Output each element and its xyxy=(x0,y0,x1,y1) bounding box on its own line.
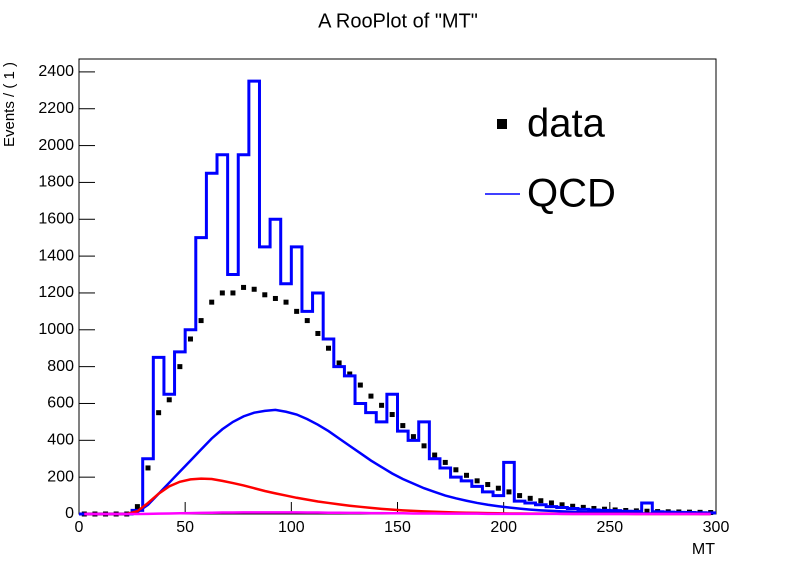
y-tick-label: 400 xyxy=(47,432,74,449)
data-point xyxy=(464,472,470,478)
data-point xyxy=(177,364,183,370)
data-point xyxy=(166,397,172,403)
data-point xyxy=(209,299,215,305)
y-tick-label: 800 xyxy=(47,358,74,375)
data-point xyxy=(336,360,342,366)
x-tick-label: 200 xyxy=(490,519,517,536)
data-point xyxy=(559,502,565,508)
data-point xyxy=(241,284,247,290)
data-point xyxy=(198,318,204,324)
data-point xyxy=(538,498,544,504)
data-point xyxy=(485,482,491,488)
data-point xyxy=(474,478,480,484)
chart-title: A RooPlot of "MT" xyxy=(318,10,478,32)
data-point xyxy=(251,286,257,292)
data-point xyxy=(506,489,512,495)
y-tick-label: 2200 xyxy=(38,100,74,117)
data-point xyxy=(442,459,448,465)
data-point xyxy=(272,295,278,301)
data-point xyxy=(527,495,533,501)
y-tick-label: 1200 xyxy=(38,284,74,301)
data-point xyxy=(580,504,586,510)
data-point xyxy=(262,292,268,298)
y-tick-label: 1400 xyxy=(38,247,74,264)
data-point xyxy=(389,412,395,418)
data-point xyxy=(156,410,162,416)
data-point xyxy=(347,371,353,377)
data-point xyxy=(432,452,438,458)
data-point xyxy=(219,290,225,296)
y-tick-label: 1800 xyxy=(38,174,74,191)
legend-label: data xyxy=(527,102,606,146)
data-point xyxy=(644,508,650,514)
x-axis-label: MT xyxy=(692,541,715,558)
y-tick-label: 600 xyxy=(47,395,74,412)
x-tick-label: 300 xyxy=(703,519,730,536)
data-point xyxy=(495,485,501,491)
data-point xyxy=(410,434,416,440)
data-point xyxy=(230,290,236,296)
data-point xyxy=(294,308,300,314)
data-point xyxy=(145,465,151,471)
y-tick-label: 1600 xyxy=(38,210,74,227)
data-point xyxy=(304,318,310,324)
data-point xyxy=(548,500,554,506)
data-point xyxy=(379,402,385,408)
x-tick-label: 0 xyxy=(75,519,84,536)
x-tick-label: 150 xyxy=(384,519,411,536)
data-point xyxy=(421,443,427,449)
y-tick-label: 2000 xyxy=(38,137,74,154)
x-tick-label: 250 xyxy=(596,519,623,536)
data-point xyxy=(283,299,289,305)
data-point xyxy=(315,330,321,336)
legend-marker xyxy=(497,119,507,129)
data-point xyxy=(357,382,363,388)
step-histogram xyxy=(79,79,716,516)
x-tick-label: 50 xyxy=(176,519,194,536)
y-tick-label: 2400 xyxy=(38,63,74,80)
y-tick-label: 1000 xyxy=(38,321,74,338)
data-point xyxy=(325,345,331,351)
data-point xyxy=(368,393,374,399)
x-tick-label: 100 xyxy=(278,519,305,536)
y-tick-label: 0 xyxy=(65,505,74,522)
y-tick-label: 200 xyxy=(47,468,74,485)
legend-label: QCD xyxy=(527,172,616,216)
data-point xyxy=(400,423,406,429)
data-point xyxy=(187,336,193,342)
data-point xyxy=(134,504,140,510)
data-point xyxy=(453,467,459,473)
data-point xyxy=(570,503,576,509)
data-point xyxy=(517,493,523,499)
curve xyxy=(84,511,711,516)
y-axis-label: Events / ( 1 ) xyxy=(1,62,18,147)
